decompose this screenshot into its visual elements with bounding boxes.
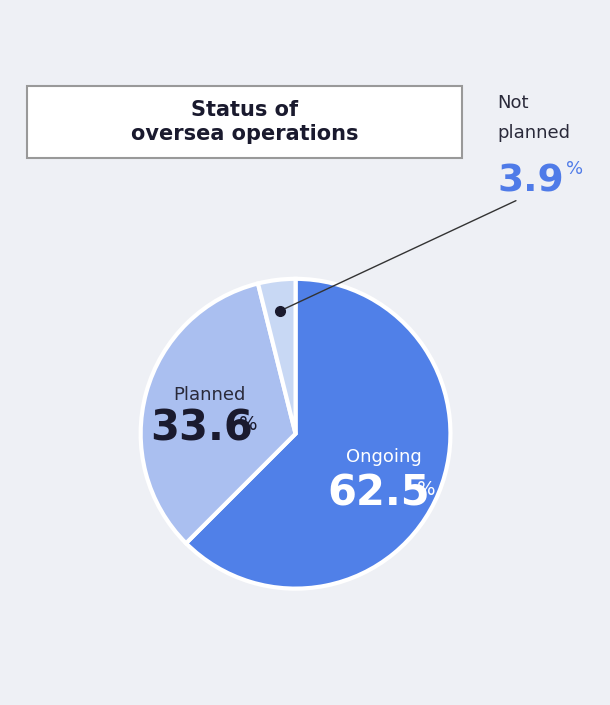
Text: Planned: Planned xyxy=(173,386,245,404)
Text: %: % xyxy=(565,160,583,178)
Text: Status of
oversea operations: Status of oversea operations xyxy=(131,100,358,144)
Text: Not: Not xyxy=(498,94,529,111)
Text: %: % xyxy=(239,415,258,434)
FancyBboxPatch shape xyxy=(27,86,462,158)
Text: planned: planned xyxy=(498,124,571,142)
Text: Ongoing: Ongoing xyxy=(346,448,422,466)
Text: 62.5: 62.5 xyxy=(328,472,430,514)
Wedge shape xyxy=(141,283,296,544)
Text: %: % xyxy=(417,480,435,499)
Text: 3.9: 3.9 xyxy=(498,164,564,200)
Text: 33.6: 33.6 xyxy=(150,407,253,450)
Wedge shape xyxy=(258,279,296,434)
Wedge shape xyxy=(186,279,450,589)
